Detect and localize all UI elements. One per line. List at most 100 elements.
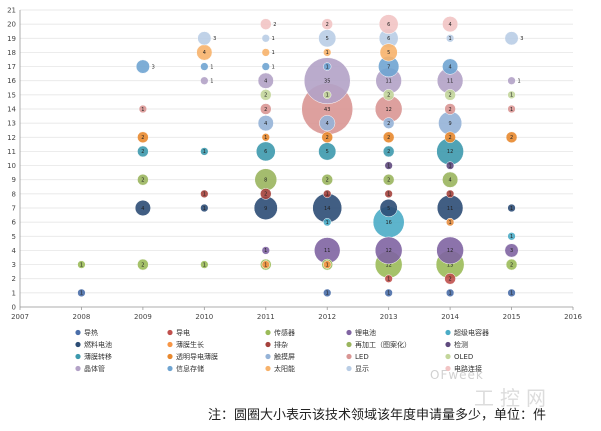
bubble-data-label: 12 bbox=[447, 248, 453, 254]
bubble-point bbox=[444, 103, 456, 115]
bubble-data-label: 2 bbox=[141, 135, 144, 141]
legend-marker bbox=[167, 329, 173, 336]
legend-entry: 锂电池 bbox=[346, 328, 376, 337]
legend-marker bbox=[75, 353, 81, 360]
bubble-data-label: 2 bbox=[387, 149, 390, 155]
y-tick-label: 8 bbox=[12, 190, 16, 198]
bubble-data-label: 1 bbox=[517, 79, 520, 85]
bubble-point bbox=[323, 189, 332, 199]
x-tick-label: 2011 bbox=[257, 313, 275, 321]
bubble-data-label: 2 bbox=[141, 262, 144, 268]
bubble-data-label: 1 bbox=[326, 291, 329, 297]
bubble-data-label: 1 bbox=[80, 262, 83, 268]
bubble-data-label: 14 bbox=[324, 206, 330, 212]
bubble-point bbox=[504, 31, 519, 46]
bubble-data-label: 4 bbox=[141, 206, 144, 212]
bubble-point bbox=[323, 260, 332, 269]
bubble-point bbox=[445, 288, 455, 298]
bubble-data-label: 2 bbox=[510, 135, 513, 141]
bubble-data-label: 2 bbox=[326, 178, 329, 184]
legend-entry: 传感器 bbox=[265, 328, 295, 337]
bubble-point bbox=[261, 62, 270, 71]
bubble-point bbox=[200, 189, 209, 199]
bubble-point bbox=[135, 59, 150, 74]
bubble-data-label: 12 bbox=[385, 262, 391, 268]
bubble-point bbox=[507, 203, 516, 213]
bubble-point bbox=[507, 232, 516, 241]
bubble-data-label: 1 bbox=[449, 36, 452, 42]
bubble-point bbox=[323, 62, 332, 71]
bubble-point bbox=[261, 133, 270, 142]
bubble-data-label: 1 bbox=[326, 93, 329, 99]
legend-label: 排杂 bbox=[274, 340, 288, 349]
bubble-point bbox=[255, 141, 276, 162]
legend-marker bbox=[265, 365, 271, 372]
bubble-data-label: 1 bbox=[203, 149, 206, 155]
legend-marker bbox=[75, 341, 81, 348]
legend-entry: 透明导电薄膜 bbox=[167, 352, 218, 361]
legend-entry: 超级电容器 bbox=[445, 328, 489, 337]
bubble-data-label: 1 bbox=[210, 64, 213, 70]
y-tick-label: 20 bbox=[7, 21, 16, 29]
y-tick-label: 19 bbox=[7, 35, 16, 43]
bubble-data-label: 1 bbox=[326, 192, 329, 198]
bubble-point bbox=[382, 117, 395, 129]
bubble-data-label: 1 bbox=[449, 192, 452, 198]
legend-entry: 导热 bbox=[75, 328, 98, 337]
bubble-point bbox=[261, 260, 270, 269]
legend-label: 薄膜转移 bbox=[84, 352, 112, 361]
y-tick-label: 18 bbox=[7, 49, 16, 57]
bubble-point bbox=[257, 72, 274, 89]
bubble-data-label: 2 bbox=[264, 192, 267, 198]
legend-entry: 显示 bbox=[346, 365, 369, 373]
bubble-point bbox=[445, 34, 455, 43]
y-tick-label: 3 bbox=[12, 261, 16, 269]
bubble-point bbox=[137, 145, 149, 158]
bubble-point bbox=[382, 173, 395, 186]
bubble-data-label: 6 bbox=[264, 149, 267, 155]
y-tick-label: 0 bbox=[12, 304, 16, 312]
legend-marker bbox=[346, 353, 352, 360]
bubble-data-label: 2 bbox=[273, 22, 276, 28]
legend-marker bbox=[75, 329, 81, 336]
bubble-point bbox=[260, 103, 272, 115]
bubble-point bbox=[200, 76, 209, 85]
bubble-data-label: 4 bbox=[264, 121, 267, 127]
bubble-point bbox=[200, 62, 209, 71]
bubble-point bbox=[382, 131, 395, 144]
bubble-point bbox=[442, 171, 459, 188]
watermark-text: OFweek bbox=[430, 368, 484, 382]
bubble-point bbox=[137, 131, 149, 144]
legend-marker bbox=[75, 365, 81, 372]
bubble-data-label: 1 bbox=[264, 262, 267, 268]
bubble-point bbox=[382, 89, 395, 101]
bubble-data-label: 3 bbox=[213, 36, 216, 42]
bubble-data-label: 1 bbox=[80, 291, 83, 297]
legend-label: OLED bbox=[454, 353, 473, 361]
grid-lines bbox=[20, 9, 573, 308]
bubble-point bbox=[445, 161, 455, 170]
bubble-data-label: 1 bbox=[272, 50, 275, 56]
bubble-data-label: 1 bbox=[203, 192, 206, 198]
bubble-point bbox=[319, 115, 336, 132]
bubble-data-label: 4 bbox=[449, 64, 452, 70]
bubble-point bbox=[507, 288, 516, 298]
y-tick-label: 11 bbox=[7, 148, 16, 156]
bubble-data-label: 1 bbox=[326, 220, 329, 226]
bubble-point bbox=[77, 288, 86, 298]
bubble-data-label: 6 bbox=[387, 22, 390, 28]
legend-label: 显示 bbox=[355, 365, 369, 373]
bubble-point bbox=[504, 243, 519, 258]
bubble-point bbox=[321, 18, 333, 30]
y-tick-label: 5 bbox=[12, 233, 16, 241]
legend-entry: 燃料电池 bbox=[75, 340, 112, 349]
legend-entry: 电路连接 bbox=[445, 364, 482, 373]
y-tick-label: 14 bbox=[7, 106, 16, 114]
bubble-point bbox=[384, 288, 393, 298]
bubble-point bbox=[260, 89, 272, 101]
bubble-data-label: 3 bbox=[510, 248, 513, 254]
bubble-point bbox=[197, 31, 212, 46]
bubble-point bbox=[200, 260, 209, 269]
bubble-data-label: 1 bbox=[387, 163, 390, 169]
